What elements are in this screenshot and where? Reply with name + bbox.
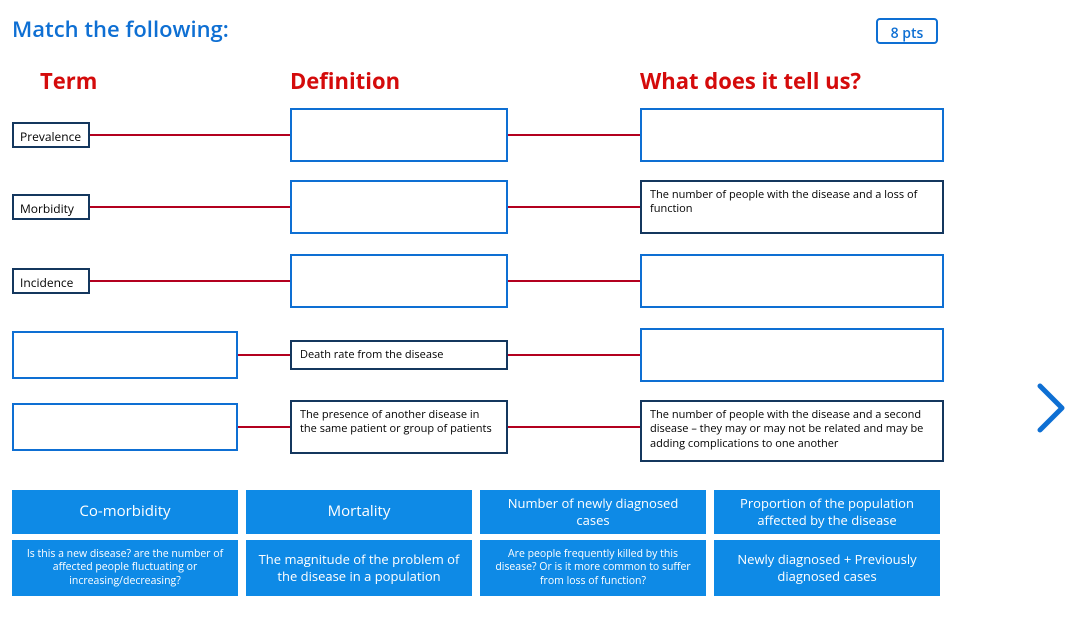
definition-slot-label: The presence of another disease in the s… [292, 402, 506, 443]
connector-term-def [90, 134, 290, 136]
answer-tile[interactable]: The magnitude of the problem of the dise… [246, 540, 472, 596]
connector-term-def [90, 206, 290, 208]
definition-slot[interactable]: Death rate from the disease [290, 340, 508, 370]
connector-def-tell [508, 280, 640, 282]
column-header-tell: What does it tell us? [640, 66, 861, 96]
column-header-term: Term [40, 66, 97, 96]
answer-tile[interactable]: Mortality [246, 490, 472, 534]
points-badge: 8 pts [876, 18, 938, 44]
definition-slot[interactable] [290, 254, 508, 308]
connector-term-def [238, 354, 290, 356]
term-slot[interactable]: Incidence [12, 268, 90, 294]
term-slot-label: Incidence [14, 270, 88, 295]
answer-tile[interactable]: Is this a new disease? are the number of… [12, 540, 238, 596]
tell-slot[interactable]: The number of people with the disease an… [640, 180, 944, 234]
tell-slot-label: The number of people with the disease an… [642, 402, 942, 457]
definition-slot-label: Death rate from the disease [292, 342, 506, 368]
term-slot-label: Morbidity [14, 196, 88, 221]
definition-slot[interactable] [290, 180, 508, 234]
connector-def-tell [508, 206, 640, 208]
term-slot[interactable]: Prevalence [12, 122, 90, 148]
term-slot[interactable]: Morbidity [12, 194, 90, 220]
tell-slot[interactable]: The number of people with the disease an… [640, 400, 944, 462]
next-arrow-button[interactable] [1034, 380, 1068, 436]
term-slot[interactable] [12, 403, 238, 451]
definition-slot[interactable] [290, 108, 508, 162]
answer-tile[interactable]: Newly diagnosed + Previously diagnosed c… [714, 540, 940, 596]
tell-slot[interactable] [640, 108, 944, 162]
term-slot[interactable] [12, 331, 238, 379]
page-title: Match the following: [12, 14, 229, 44]
tell-slot[interactable] [640, 328, 944, 382]
connector-def-tell [508, 354, 640, 356]
definition-slot[interactable]: The presence of another disease in the s… [290, 400, 508, 454]
tell-slot-label: The number of people with the disease an… [642, 182, 942, 223]
connector-term-def [90, 280, 290, 282]
term-slot-label: Prevalence [14, 124, 88, 149]
connector-term-def [238, 426, 290, 428]
column-header-definition: Definition [290, 66, 400, 96]
chevron-right-icon [1034, 380, 1068, 436]
answer-tile[interactable]: Proportion of the population affected by… [714, 490, 940, 534]
connector-def-tell [508, 134, 640, 136]
answer-tile[interactable]: Co-morbidity [12, 490, 238, 534]
answer-tile[interactable]: Number of newly diagnosed cases [480, 490, 706, 534]
connector-def-tell [508, 426, 640, 428]
answer-tile[interactable]: Are people frequently killed by this dis… [480, 540, 706, 596]
tell-slot[interactable] [640, 254, 944, 308]
